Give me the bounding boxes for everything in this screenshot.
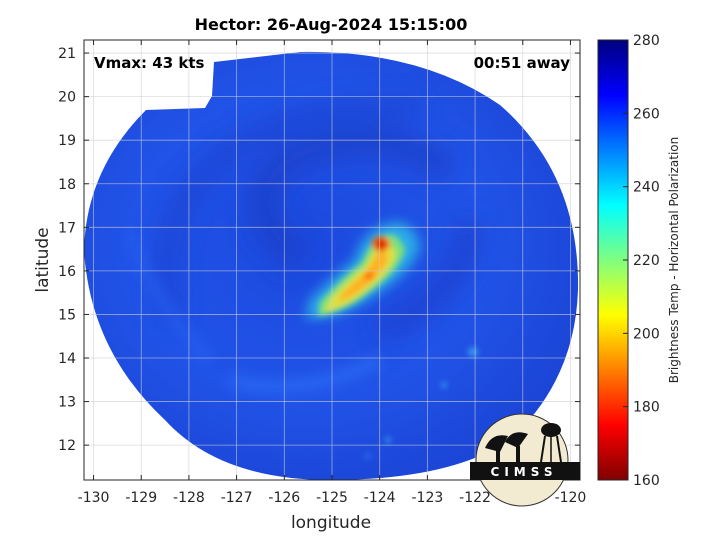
- colorbar-tick-label: 160: [633, 473, 660, 489]
- y-tick-label: 21: [58, 46, 76, 62]
- colorbar-tick-label: 200: [633, 326, 660, 342]
- x-tick-label: -125: [316, 490, 348, 506]
- y-axis-label: latitude: [33, 227, 53, 292]
- y-tick-label: 12: [58, 438, 76, 454]
- x-tick-label: -127: [221, 490, 253, 506]
- colorbar-tick-label: 260: [633, 106, 660, 122]
- x-tick-label: -126: [268, 490, 300, 506]
- colorbar-tick-label: 220: [633, 253, 660, 269]
- x-tick-label: -130: [78, 490, 110, 506]
- y-tick-label: 13: [58, 395, 76, 411]
- x-tick-label: -124: [364, 490, 396, 506]
- plot-title: Hector: 26-Aug-2024 15:15:00: [195, 15, 468, 34]
- y-tick-label: 18: [58, 177, 76, 193]
- x-axis-label: longitude: [291, 513, 371, 533]
- x-tick-label: -123: [411, 490, 443, 506]
- colorbar-tick-label: 280: [633, 33, 660, 49]
- svg-text:CIMSS: CIMSS: [491, 465, 558, 479]
- y-tick-label: 17: [58, 220, 76, 236]
- time-away-label: 00:51 away: [474, 54, 571, 72]
- colorbar: 160 180 200 220 240 260 280 Brightness Temp - …: [597, 33, 681, 489]
- x-tick-label: -120: [555, 490, 587, 506]
- y-tick-label: 16: [58, 264, 76, 280]
- vmax-label: Vmax: 43 kts: [94, 54, 204, 72]
- cimss-logo: CIMSS: [470, 413, 580, 507]
- colorbar-ticks: 160 180 200 220 240 260 280: [623, 33, 660, 489]
- colorbar-tick-label: 180: [633, 400, 660, 416]
- colorbar-tick-label: 240: [633, 180, 660, 196]
- brightness-temperature-swath: [84, 51, 579, 480]
- x-tick-label: -129: [125, 490, 157, 506]
- gridlines: [84, 40, 580, 480]
- y-axis-ticks: 12 13 14 15 16 17 18 19 20 21: [58, 46, 580, 454]
- x-tick-label: -128: [173, 490, 205, 506]
- y-tick-label: 14: [58, 351, 76, 367]
- y-tick-label: 19: [58, 133, 76, 149]
- y-tick-label: 20: [58, 90, 76, 106]
- colorbar-label: Brightness Temp - Horizontal Polarizatio…: [667, 137, 681, 384]
- x-tick-label: -122: [459, 490, 491, 506]
- y-tick-label: 15: [58, 307, 76, 323]
